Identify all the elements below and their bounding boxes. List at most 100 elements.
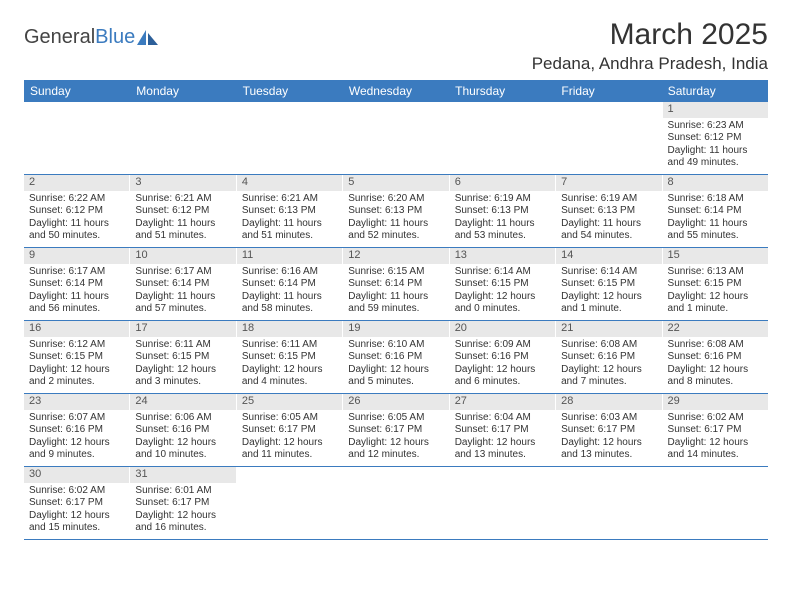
sunrise-text: Sunrise: 6:15 AM (348, 266, 443, 279)
calendar-cell: 10Sunrise: 6:17 AMSunset: 6:14 PMDayligh… (130, 248, 236, 320)
calendar-cell: 28Sunrise: 6:03 AMSunset: 6:17 PMDayligh… (556, 394, 662, 466)
daylight-text: Daylight: 12 hours and 6 minutes. (455, 364, 550, 389)
cell-body: Sunrise: 6:02 AMSunset: 6:17 PMDaylight:… (24, 483, 129, 539)
cell-body: Sunrise: 6:07 AMSunset: 6:16 PMDaylight:… (24, 410, 129, 466)
cell-body: Sunrise: 6:19 AMSunset: 6:13 PMDaylight:… (450, 191, 555, 247)
sunset-text: Sunset: 6:13 PM (561, 205, 656, 218)
week-row: 16Sunrise: 6:12 AMSunset: 6:15 PMDayligh… (24, 321, 768, 394)
sunrise-text: Sunrise: 6:19 AM (455, 193, 550, 206)
sunset-text: Sunset: 6:15 PM (29, 351, 124, 364)
sunrise-text: Sunrise: 6:17 AM (135, 266, 230, 279)
daylight-text: Daylight: 12 hours and 8 minutes. (668, 364, 763, 389)
cell-body: Sunrise: 6:06 AMSunset: 6:16 PMDaylight:… (130, 410, 235, 466)
cell-body: Sunrise: 6:05 AMSunset: 6:17 PMDaylight:… (237, 410, 342, 466)
calendar-cell: 22Sunrise: 6:08 AMSunset: 6:16 PMDayligh… (663, 321, 768, 393)
day-header: Friday (555, 80, 661, 102)
sunset-text: Sunset: 6:15 PM (135, 351, 230, 364)
sunrise-text: Sunrise: 6:02 AM (668, 412, 763, 425)
calendar-cell (24, 102, 130, 174)
day-number: 17 (130, 321, 235, 337)
cell-body: Sunrise: 6:11 AMSunset: 6:15 PMDaylight:… (237, 337, 342, 393)
cell-body: Sunrise: 6:01 AMSunset: 6:17 PMDaylight:… (130, 483, 235, 539)
sail-icon (137, 30, 159, 46)
day-header: Monday (130, 80, 236, 102)
sunset-text: Sunset: 6:14 PM (668, 205, 763, 218)
logo-text-1: General (24, 26, 95, 48)
sunset-text: Sunset: 6:16 PM (561, 351, 656, 364)
day-number: 27 (450, 394, 555, 410)
sunset-text: Sunset: 6:13 PM (455, 205, 550, 218)
daylight-text: Daylight: 11 hours and 49 minutes. (668, 145, 763, 170)
day-number: 3 (130, 175, 235, 191)
calendar-cell: 4Sunrise: 6:21 AMSunset: 6:13 PMDaylight… (237, 175, 343, 247)
calendar-cell (556, 102, 662, 174)
calendar-cell (556, 467, 662, 539)
day-number: 4 (237, 175, 342, 191)
logo-text: GeneralBlue (24, 26, 135, 49)
logo-text-2: Blue (95, 26, 135, 48)
sunset-text: Sunset: 6:17 PM (348, 424, 443, 437)
day-number: 26 (343, 394, 448, 410)
calendar-cell: 9Sunrise: 6:17 AMSunset: 6:14 PMDaylight… (24, 248, 130, 320)
cell-body: Sunrise: 6:14 AMSunset: 6:15 PMDaylight:… (556, 264, 661, 320)
sunrise-text: Sunrise: 6:02 AM (29, 485, 124, 498)
logo: GeneralBlue (24, 26, 159, 49)
day-header: Sunday (24, 80, 130, 102)
daylight-text: Daylight: 12 hours and 0 minutes. (455, 291, 550, 316)
sunrise-text: Sunrise: 6:07 AM (29, 412, 124, 425)
cell-body: Sunrise: 6:05 AMSunset: 6:17 PMDaylight:… (343, 410, 448, 466)
calendar-cell: 23Sunrise: 6:07 AMSunset: 6:16 PMDayligh… (24, 394, 130, 466)
day-number: 11 (237, 248, 342, 264)
sunset-text: Sunset: 6:13 PM (348, 205, 443, 218)
sunrise-text: Sunrise: 6:18 AM (668, 193, 763, 206)
sunset-text: Sunset: 6:16 PM (29, 424, 124, 437)
day-number: 12 (343, 248, 448, 264)
sunset-text: Sunset: 6:14 PM (348, 278, 443, 291)
calendar-cell (663, 467, 768, 539)
sunrise-text: Sunrise: 6:05 AM (348, 412, 443, 425)
sunrise-text: Sunrise: 6:06 AM (135, 412, 230, 425)
calendar-cell: 3Sunrise: 6:21 AMSunset: 6:12 PMDaylight… (130, 175, 236, 247)
calendar-cell: 26Sunrise: 6:05 AMSunset: 6:17 PMDayligh… (343, 394, 449, 466)
cell-body: Sunrise: 6:04 AMSunset: 6:17 PMDaylight:… (450, 410, 555, 466)
calendar-cell (450, 467, 556, 539)
cell-body: Sunrise: 6:11 AMSunset: 6:15 PMDaylight:… (130, 337, 235, 393)
day-number: 19 (343, 321, 448, 337)
day-number: 9 (24, 248, 129, 264)
cell-body: Sunrise: 6:22 AMSunset: 6:12 PMDaylight:… (24, 191, 129, 247)
calendar-cell: 7Sunrise: 6:19 AMSunset: 6:13 PMDaylight… (556, 175, 662, 247)
sunrise-text: Sunrise: 6:22 AM (29, 193, 124, 206)
sunrise-text: Sunrise: 6:23 AM (668, 120, 763, 133)
sunset-text: Sunset: 6:15 PM (668, 278, 763, 291)
sunset-text: Sunset: 6:16 PM (455, 351, 550, 364)
daylight-text: Daylight: 12 hours and 3 minutes. (135, 364, 230, 389)
day-number: 30 (24, 467, 129, 483)
week-row: 1 Sunrise: 6:23 AMSunset: 6:12 PMDaylight… (24, 102, 768, 175)
sunset-text: Sunset: 6:13 PM (242, 205, 337, 218)
day-number: 28 (556, 394, 661, 410)
calendar-cell (237, 102, 343, 174)
day-number: 7 (556, 175, 661, 191)
calendar-cell: 21Sunrise: 6:08 AMSunset: 6:16 PMDayligh… (556, 321, 662, 393)
calendar-cell (343, 102, 449, 174)
cell-body: Sunrise: 6:02 AMSunset: 6:17 PMDaylight:… (663, 410, 768, 466)
calendar-cell: 14Sunrise: 6:14 AMSunset: 6:15 PMDayligh… (556, 248, 662, 320)
week-row: 30Sunrise: 6:02 AMSunset: 6:17 PMDayligh… (24, 467, 768, 540)
day-number: 1 (663, 102, 768, 118)
calendar: SundayMondayTuesdayWednesdayThursdayFrid… (24, 80, 768, 540)
daylight-text: Daylight: 11 hours and 52 minutes. (348, 218, 443, 243)
sunrise-text: Sunrise: 6:05 AM (242, 412, 337, 425)
daylight-text: Daylight: 12 hours and 9 minutes. (29, 437, 124, 462)
day-number: 21 (556, 321, 661, 337)
sunrise-text: Sunrise: 6:13 AM (668, 266, 763, 279)
day-number: 5 (343, 175, 448, 191)
sunset-text: Sunset: 6:17 PM (135, 497, 230, 510)
daylight-text: Daylight: 12 hours and 1 minute. (561, 291, 656, 316)
sunrise-text: Sunrise: 6:04 AM (455, 412, 550, 425)
cell-body: Sunrise: 6:21 AMSunset: 6:13 PMDaylight:… (237, 191, 342, 247)
sunset-text: Sunset: 6:16 PM (668, 351, 763, 364)
sunset-text: Sunset: 6:12 PM (668, 132, 763, 145)
daylight-text: Daylight: 11 hours and 59 minutes. (348, 291, 443, 316)
cell-body: Sunrise: 6:18 AMSunset: 6:14 PMDaylight:… (663, 191, 768, 247)
sunset-text: Sunset: 6:17 PM (668, 424, 763, 437)
